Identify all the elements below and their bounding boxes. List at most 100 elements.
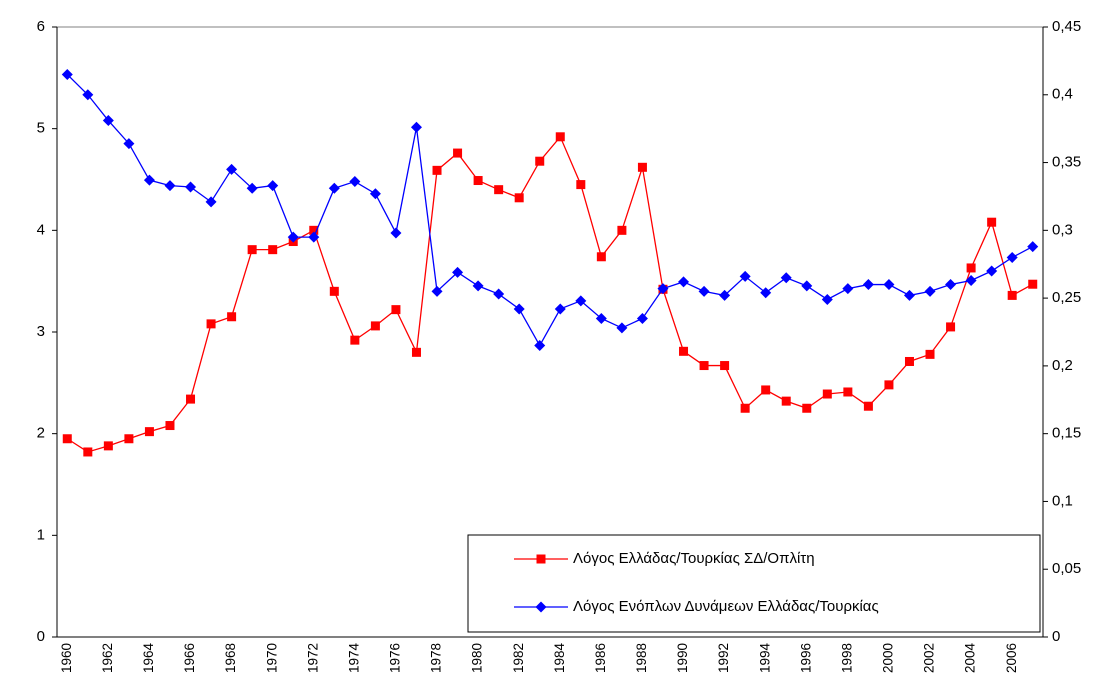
data-point [350,335,360,345]
data-point [575,295,587,307]
data-point [883,279,895,291]
x-tick-label: 1992 [716,643,731,673]
data-point [843,387,853,397]
x-tick-label: 1984 [552,643,567,674]
data-point [309,225,319,235]
data-point [61,68,73,80]
data-point [268,245,278,255]
data-point [945,279,957,291]
data-point [472,280,484,292]
x-tick-label: 1970 [264,643,279,673]
data-point [821,293,833,305]
data-point [739,270,751,282]
x-tick-label: 1966 [182,643,197,673]
data-point [555,132,565,142]
y-tick-label: 2 [37,425,45,442]
data-point [144,427,154,437]
data-point [903,289,915,301]
legend-label: Λόγος Ενόπλων Δυνάμεων Ελλάδας/Τουρκίας [573,598,879,615]
data-point [1006,251,1018,263]
data-point [185,181,197,193]
data-point [514,193,524,203]
data-point [617,225,627,235]
x-tick-label: 2000 [881,643,896,673]
data-point [554,303,566,315]
data-point [143,174,155,186]
legend-marker [536,554,546,564]
y-tick-label: 6 [37,18,45,35]
data-point [576,180,586,190]
series-line [66,135,1034,453]
data-point [596,252,606,262]
y2-tick-label: 0,4 [1052,86,1073,103]
data-point [349,176,361,188]
y-tick-label: 4 [37,221,45,238]
legend-marker [535,601,547,613]
data-point [822,389,832,399]
data-point [636,312,648,324]
y-tick-label: 5 [37,120,45,137]
y-tick-label: 3 [37,323,45,340]
data-point [513,303,525,315]
x-tick-label: 1990 [675,643,690,673]
data-point [842,283,854,295]
data-point [616,322,628,334]
data-point [884,380,894,390]
data-point [206,319,216,329]
x-tick-label: 1972 [305,643,320,673]
data-point [410,121,422,133]
data-point [740,403,750,413]
data-point [164,180,176,192]
data-point [637,162,647,172]
x-tick-label: 1980 [470,643,485,673]
x-tick-label: 2004 [963,643,978,674]
y2-tick-label: 0,15 [1052,425,1081,442]
data-point [287,231,299,243]
data-point [227,312,237,322]
x-tick-label: 1960 [59,643,74,673]
data-point [535,156,545,166]
legend-box [467,534,1041,633]
y2-tick-label: 0,35 [1052,154,1081,171]
data-point [246,182,258,194]
x-tick-label: 1986 [593,643,608,673]
y-tick-label: 1 [37,526,45,543]
data-point [82,89,94,101]
data-point [473,176,483,186]
data-point [103,441,113,451]
data-point [595,312,607,324]
data-point [657,283,669,295]
data-point [165,421,175,431]
data-point [247,245,257,255]
data-point [83,447,93,457]
y2-tick-label: 0,1 [1052,492,1073,509]
data-point [205,196,217,208]
x-tick-label: 1988 [634,643,649,673]
data-point [328,182,340,194]
data-point [719,289,731,301]
data-point [946,322,956,332]
x-tick-label: 1964 [141,643,156,674]
data-point [431,285,443,297]
data-point [1027,241,1039,253]
data-point [124,434,134,444]
data-point [761,385,771,395]
y2-tick-label: 0,05 [1052,560,1081,577]
data-point [925,349,935,359]
data-point [987,217,997,227]
x-tick-label: 1968 [223,643,238,673]
data-point [226,163,238,175]
data-point [801,280,813,292]
data-point [924,285,936,297]
data-point [411,347,421,357]
x-tick-label: 1996 [798,643,813,673]
data-point [863,401,873,411]
data-point [267,180,279,192]
data-point [452,266,464,278]
data-point [432,165,442,175]
data-point [699,361,709,371]
series-line [66,73,1034,347]
y2-tick-label: 0,25 [1052,289,1081,306]
x-tick-label: 1998 [839,643,854,673]
data-point [965,274,977,286]
